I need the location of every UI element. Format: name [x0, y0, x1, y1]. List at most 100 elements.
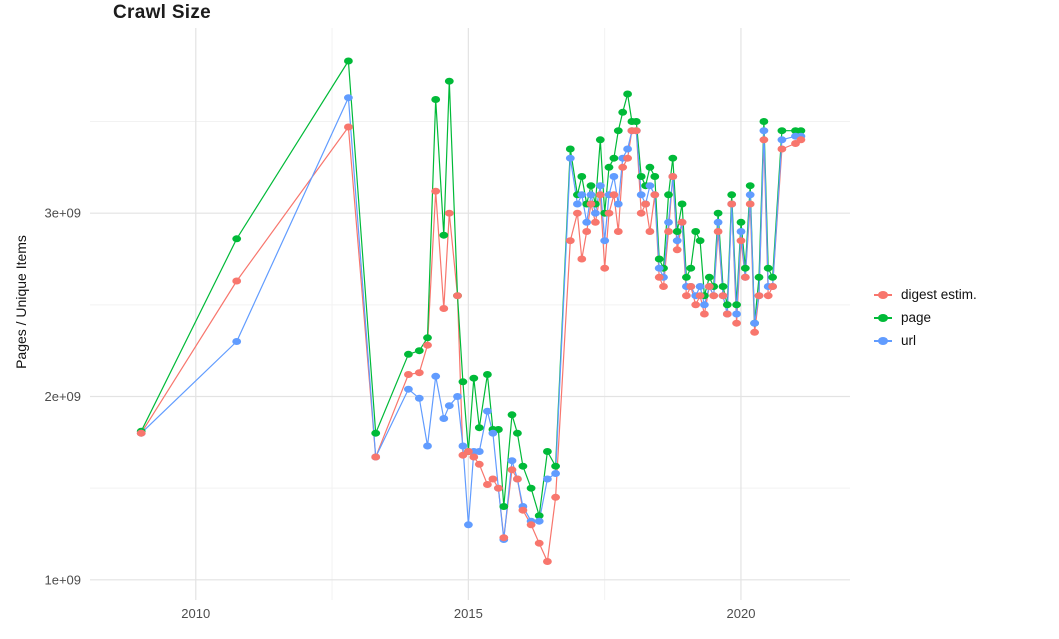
data-point-page — [613, 127, 623, 135]
digest-legend-dot-icon — [878, 291, 888, 299]
data-point-url — [464, 521, 473, 529]
data-point-url — [573, 200, 582, 208]
data-point-page — [423, 334, 432, 342]
data-point-digest — [483, 481, 492, 488]
data-point-digest — [750, 328, 759, 336]
data-point-digest — [650, 191, 660, 199]
data-point-url — [745, 191, 755, 199]
data-point-page — [796, 127, 806, 135]
x-tick-label: 2020 — [727, 606, 756, 621]
page-legend-dot-icon — [878, 314, 888, 322]
data-point-url — [591, 209, 600, 217]
x-tick-label: 2015 — [454, 606, 483, 621]
data-point-url — [623, 145, 632, 153]
data-point-digest — [718, 292, 728, 300]
data-point-page — [727, 191, 737, 199]
data-point-page — [439, 231, 449, 239]
data-point-digest — [732, 319, 741, 327]
digest-legend-marker-icon — [874, 289, 892, 301]
data-point-url — [600, 237, 610, 245]
data-point-page — [604, 163, 614, 171]
data-point-url — [488, 429, 498, 437]
data-point-digest — [453, 292, 462, 300]
data-point-page — [499, 503, 509, 510]
legend-item-page: page — [874, 310, 977, 325]
data-point-url — [732, 310, 741, 318]
data-point-digest — [623, 154, 632, 162]
legend: digest estim. page url — [874, 287, 977, 348]
data-point-digest — [344, 123, 353, 131]
data-point-digest — [754, 292, 764, 300]
data-point-page — [745, 182, 755, 190]
data-point-url — [551, 470, 560, 477]
data-point-url — [577, 191, 587, 199]
data-point-digest — [469, 453, 479, 461]
data-point-page — [543, 448, 552, 455]
data-point-page — [344, 57, 353, 65]
data-point-url — [609, 173, 619, 180]
data-point-digest — [736, 237, 746, 245]
data-point-url — [423, 442, 432, 450]
data-point-digest — [604, 209, 614, 217]
data-point-page — [513, 429, 522, 437]
data-point-digest — [565, 237, 575, 245]
data-point-digest — [444, 209, 454, 217]
data-point-digest — [595, 191, 605, 199]
data-point-url — [431, 372, 441, 380]
data-point-digest — [551, 493, 560, 501]
legend-label-url: url — [901, 333, 917, 348]
data-point-digest — [763, 292, 773, 300]
data-point-digest — [591, 218, 600, 226]
data-point-digest — [777, 145, 787, 153]
data-point-url — [444, 402, 454, 410]
data-point-page — [534, 512, 544, 520]
data-point-page — [672, 228, 682, 235]
data-point-digest — [613, 228, 623, 235]
data-point-digest — [645, 228, 655, 235]
data-point-url — [483, 407, 492, 415]
series-line-url — [140, 97, 801, 541]
data-point-page — [609, 154, 619, 162]
data-point-page — [618, 108, 628, 116]
data-point-digest — [474, 460, 484, 468]
data-point-page — [736, 218, 746, 226]
data-point-url — [453, 393, 462, 400]
url-legend-marker-icon — [874, 335, 892, 347]
data-point-url — [713, 218, 723, 226]
data-point-digest — [586, 200, 596, 208]
legend-label-digest: digest estim. — [901, 287, 977, 302]
data-point-url — [777, 136, 787, 144]
data-point-digest — [682, 292, 691, 300]
page-legend-marker-icon — [874, 312, 892, 324]
data-point-digest — [686, 283, 696, 290]
data-point-url — [654, 264, 664, 272]
data-point-page — [595, 136, 605, 144]
data-point-page — [777, 127, 787, 135]
data-point-digest — [232, 277, 242, 285]
data-point-digest — [136, 429, 146, 437]
data-point-digest — [641, 200, 650, 208]
data-point-page — [586, 182, 596, 190]
data-point-digest — [740, 273, 750, 281]
data-point-digest — [759, 136, 769, 144]
data-point-page — [232, 235, 242, 243]
data-point-digest — [677, 218, 687, 226]
data-point-digest — [507, 466, 517, 474]
y-tick-label: 2e+09 — [44, 389, 81, 404]
data-point-digest — [664, 228, 673, 235]
data-point-digest — [691, 301, 701, 309]
data-point-digest — [499, 534, 509, 542]
data-point-url — [582, 218, 592, 226]
data-point-page — [414, 347, 424, 355]
data-point-url — [565, 154, 575, 162]
data-point-page — [577, 173, 587, 180]
data-point-page — [695, 237, 705, 245]
data-point-digest — [494, 484, 503, 492]
y-tick-label: 1e+09 — [44, 572, 81, 587]
data-point-digest — [618, 163, 628, 171]
data-point-digest — [488, 475, 498, 483]
data-point-page — [636, 173, 646, 180]
data-point-url — [458, 442, 468, 450]
data-point-page — [507, 411, 517, 419]
data-point-url — [636, 191, 646, 199]
